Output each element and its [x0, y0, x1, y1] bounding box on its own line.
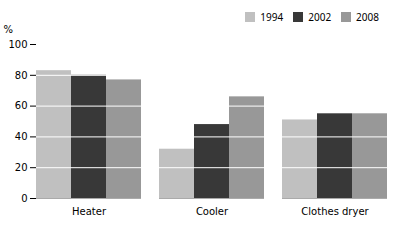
- svg-text:20: 20: [15, 162, 28, 173]
- svg-text:Cooler: Cooler: [196, 206, 229, 217]
- html-text:2002: 2002: [308, 9, 332, 24]
- svg-text:80: 80: [15, 70, 28, 81]
- svg-text:60: 60: [15, 100, 28, 111]
- svg-text:100: 100: [8, 39, 27, 50]
- html-text:1994: 1994: [260, 9, 284, 24]
- svg-text:0: 0: [21, 193, 27, 204]
- svg-text:Heater: Heater: [72, 206, 107, 217]
- html-text:2008: 2008: [356, 9, 379, 24]
- svg-text:%: %: [4, 24, 14, 35]
- svg-text:40: 40: [15, 131, 28, 142]
- svg-text:Clothes dryer: Clothes dryer: [301, 206, 369, 217]
